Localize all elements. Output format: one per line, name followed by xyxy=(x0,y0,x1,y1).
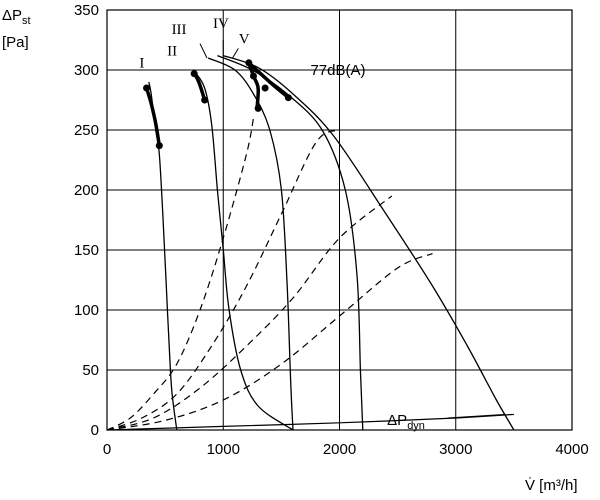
y-axis-label: ΔPst xyxy=(2,7,31,27)
fan-curve-i xyxy=(148,81,178,431)
curve-label-iv: IV xyxy=(213,16,229,32)
operating-point xyxy=(155,142,163,150)
curve-label-ii: II xyxy=(167,44,177,60)
operating-point xyxy=(143,84,151,92)
operating-point xyxy=(201,96,209,104)
system-curve xyxy=(106,253,433,431)
x-tick-label: 4000 xyxy=(555,441,588,458)
fan-operating-segment xyxy=(247,62,260,109)
plot-frame xyxy=(106,9,573,431)
y-tick-label: 150 xyxy=(74,242,99,259)
y-axis-unit: [Pa] xyxy=(2,34,29,51)
dyn-leader xyxy=(447,413,506,419)
operating-point xyxy=(254,104,262,112)
fan-curves xyxy=(143,54,515,431)
x-tick-label: 0 xyxy=(103,441,111,458)
y-tick-label: 0 xyxy=(91,422,99,439)
operating-point xyxy=(261,84,269,92)
operating-point xyxy=(249,72,257,80)
curve-label-i: I xyxy=(139,56,144,72)
fan-operating-segment xyxy=(247,61,290,99)
y-tick-label: 250 xyxy=(74,122,99,139)
fan-curve-ii xyxy=(194,72,294,431)
fan-curve-v xyxy=(223,54,515,431)
leader-v xyxy=(232,48,239,59)
system-curve xyxy=(106,129,340,431)
y-tick-label: 350 xyxy=(74,2,99,19)
system-curve xyxy=(106,117,255,431)
y-tick-label: 50 xyxy=(82,362,99,379)
dynamic-curve-line xyxy=(106,413,514,431)
curve-label-iii: III xyxy=(172,22,187,38)
system-curve xyxy=(106,195,393,431)
y-tick-label: 200 xyxy=(74,182,99,199)
leader-iii xyxy=(199,43,208,59)
operating-point xyxy=(190,70,198,78)
noise-label: 77dB(A) xyxy=(310,62,365,79)
system-curves xyxy=(106,117,433,431)
operating-point xyxy=(284,94,292,102)
curve-label-v: V xyxy=(239,32,250,48)
dynamic-pressure-label: ΔPdyn xyxy=(387,412,425,432)
x-axis-label: V̇ [m³/h] xyxy=(525,477,578,494)
axes: 0 1000 2000 3000 4000 0 50 100 150 200 250 300 350 xyxy=(74,2,589,458)
dynamic-pressure-curve xyxy=(106,413,514,431)
y-tick-label: 300 xyxy=(74,62,99,79)
fan-curve-iii xyxy=(207,57,294,431)
y-tick-label: 100 xyxy=(74,302,99,319)
x-tick-label: 1000 xyxy=(207,441,240,458)
x-tick-label: 2000 xyxy=(323,441,356,458)
fan-operating-segment xyxy=(144,87,162,146)
x-tick-label: 3000 xyxy=(439,441,472,458)
